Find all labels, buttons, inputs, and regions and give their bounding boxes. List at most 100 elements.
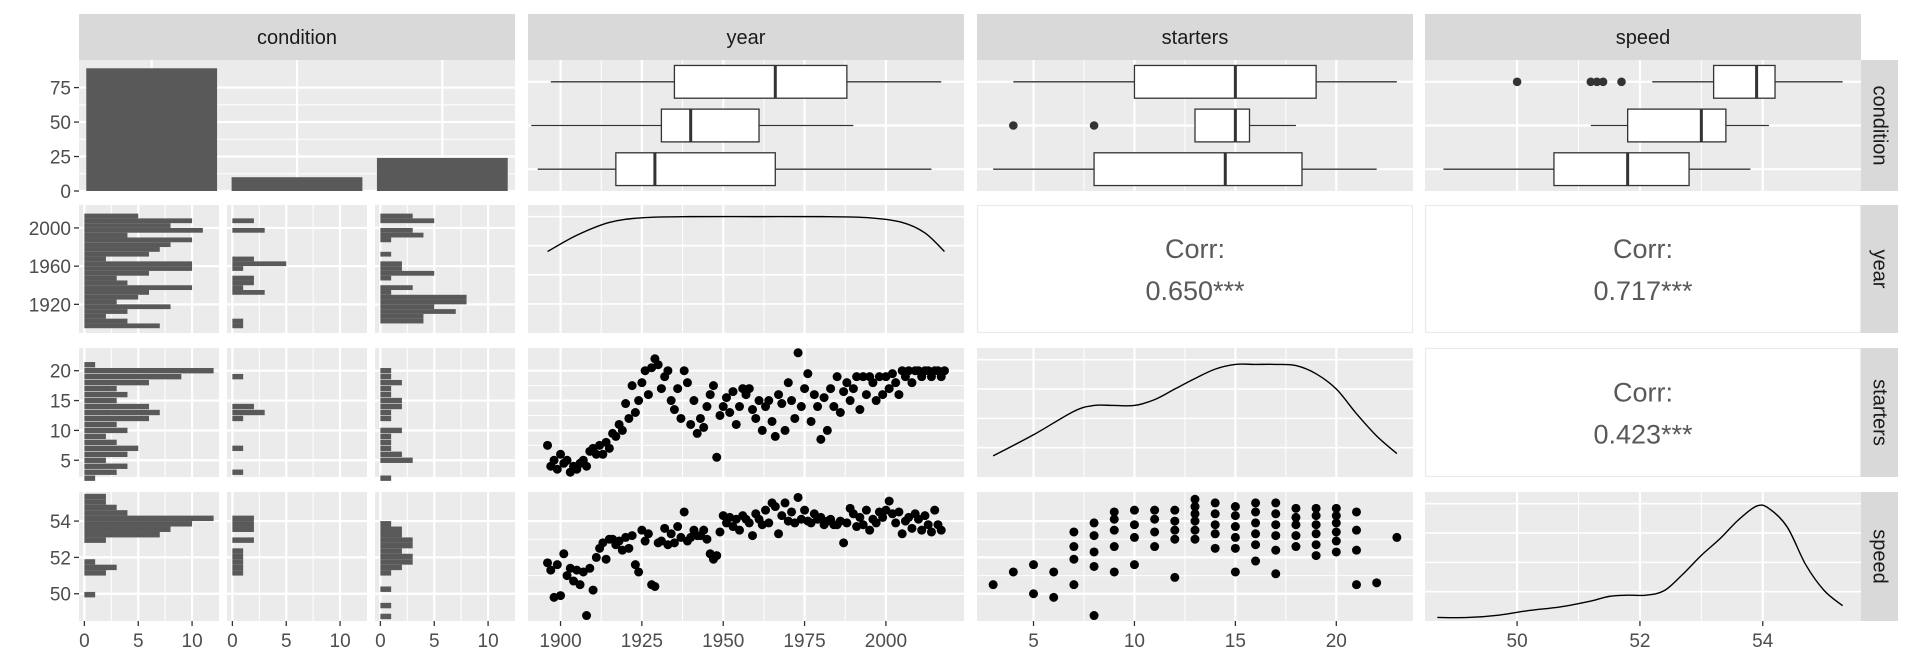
corr-value: 0.717*** bbox=[1593, 276, 1693, 306]
facet-gap bbox=[219, 348, 227, 477]
scatter-point bbox=[1170, 516, 1180, 526]
hist-bar-good bbox=[232, 266, 244, 271]
hist-bar-slow bbox=[380, 553, 413, 560]
hist-bar-good bbox=[232, 564, 244, 571]
hist-bar-fast bbox=[84, 285, 193, 291]
scatter-point bbox=[1392, 532, 1402, 542]
scatter-point bbox=[1049, 567, 1059, 577]
hist-bar-slow bbox=[380, 373, 392, 380]
boxplot-outlier bbox=[1009, 121, 1018, 130]
hist-bar-slow bbox=[380, 309, 456, 314]
scatter-point bbox=[1251, 518, 1261, 528]
hist-bar-fast bbox=[84, 294, 139, 300]
scatter-point bbox=[848, 384, 858, 394]
scatter-point bbox=[575, 580, 585, 590]
scatter-point bbox=[1029, 589, 1039, 599]
hist-bar-fast bbox=[84, 445, 139, 452]
scatter-point bbox=[1351, 507, 1361, 517]
scatter-point bbox=[734, 525, 744, 535]
scatter-point bbox=[920, 511, 930, 521]
panel-condition-starters bbox=[977, 60, 1413, 191]
scatter-point bbox=[777, 399, 787, 409]
scatter-point bbox=[666, 529, 676, 539]
scatter-point bbox=[780, 425, 790, 435]
x-tick-label-year: 1925 bbox=[621, 631, 663, 652]
scatter-point bbox=[790, 413, 800, 423]
scatter-point bbox=[591, 449, 601, 459]
hist-bar-fast bbox=[84, 379, 149, 386]
hist-bar-slow bbox=[380, 439, 392, 446]
corr-panel-year-speed: Corr: 0.717*** bbox=[1424, 204, 1862, 334]
column-strip-speed: speed bbox=[1425, 14, 1861, 60]
scatter-point bbox=[1251, 556, 1261, 566]
boxplot-box-slow bbox=[1553, 152, 1690, 187]
scatter-point bbox=[891, 518, 901, 528]
panel-condition-condition bbox=[79, 60, 515, 193]
scatter-point bbox=[1372, 578, 1382, 588]
scatter-point bbox=[1331, 503, 1341, 513]
scatter-point bbox=[1351, 545, 1361, 555]
panel-speed-starters bbox=[977, 492, 1413, 621]
hist-bar-fast bbox=[84, 227, 203, 233]
scatter-point bbox=[627, 531, 637, 541]
x-tick-label-count: 5 bbox=[429, 631, 440, 652]
scatter-point bbox=[643, 529, 653, 539]
scatter-point bbox=[894, 390, 904, 400]
hist-bar-slow bbox=[380, 294, 467, 300]
scatter-point bbox=[874, 372, 884, 382]
scatter-point bbox=[1230, 511, 1240, 521]
scatter-point bbox=[1089, 531, 1099, 541]
scatter-point bbox=[787, 396, 797, 406]
hist-bar-fast bbox=[84, 409, 160, 416]
scatter-point bbox=[1311, 520, 1321, 530]
y-tick-label: 15 bbox=[50, 392, 71, 413]
x-tick-label-count: 0 bbox=[79, 631, 90, 652]
hist-bar-fast bbox=[84, 559, 96, 565]
scatter-point bbox=[552, 464, 562, 474]
scatter-point bbox=[1331, 527, 1341, 537]
hist-bar-good bbox=[232, 227, 265, 233]
corr-panel-background bbox=[976, 204, 1414, 334]
hist-bar-fast bbox=[84, 510, 128, 516]
hist-bar-slow bbox=[380, 266, 402, 271]
scatter-point bbox=[829, 402, 839, 412]
scatter-point bbox=[562, 455, 572, 465]
y-tick-label: 2000 bbox=[29, 219, 71, 240]
y-tick-label: 25 bbox=[50, 148, 71, 169]
scatter-point bbox=[1190, 509, 1200, 519]
scatter-point bbox=[1150, 542, 1160, 552]
scatter-point bbox=[1089, 518, 1099, 528]
hist-bar-fast bbox=[84, 251, 149, 257]
scatter-point bbox=[1251, 529, 1261, 539]
scatter-point bbox=[744, 518, 754, 528]
scatter-point bbox=[552, 560, 562, 570]
hist-bar-slow bbox=[380, 403, 402, 410]
y-tick-label: 52 bbox=[50, 548, 71, 569]
scatter-point bbox=[878, 512, 888, 522]
scatter-point bbox=[1210, 520, 1220, 530]
scatter-point bbox=[904, 366, 914, 376]
hist-bar-fast bbox=[84, 463, 128, 469]
scatter-point bbox=[1170, 525, 1180, 535]
scatter-point bbox=[936, 525, 946, 535]
scatter-point bbox=[871, 518, 881, 528]
facet-gap bbox=[367, 205, 375, 333]
scatter-point bbox=[1271, 569, 1281, 579]
hist-bar-slow bbox=[380, 542, 413, 549]
density-line-starters bbox=[992, 363, 1398, 457]
scatter-point bbox=[842, 378, 852, 388]
hist-bar-slow bbox=[380, 445, 392, 452]
panel-starters-year bbox=[528, 348, 964, 477]
hist-bar-fast bbox=[84, 526, 171, 532]
hist-bar-slow bbox=[380, 613, 392, 620]
scatter-point bbox=[601, 554, 611, 564]
hist-bar-fast bbox=[84, 232, 128, 238]
scatter-point bbox=[637, 378, 647, 388]
hist-bar-fast bbox=[84, 385, 117, 392]
hist-bar-slow bbox=[380, 427, 402, 434]
hist-bar-fast bbox=[84, 223, 171, 228]
scatter-point bbox=[832, 372, 842, 382]
hist-bar-fast bbox=[84, 475, 96, 481]
scatter-point bbox=[809, 390, 819, 400]
hist-bar-slow bbox=[380, 531, 402, 538]
